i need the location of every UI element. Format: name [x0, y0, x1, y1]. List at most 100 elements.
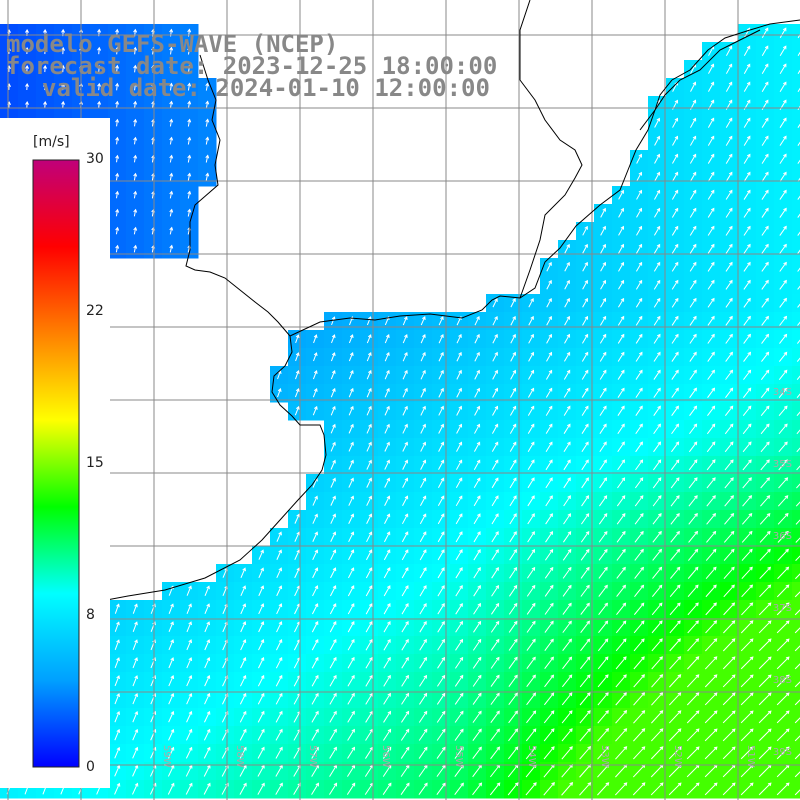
wind-arrow [671, 315, 679, 326]
colorbar-tick-0: 0 [86, 759, 95, 775]
speed-cell [792, 204, 800, 223]
wind-arrow [743, 117, 751, 128]
wind-arrow [761, 81, 769, 92]
speed-cell [792, 42, 800, 61]
lon-label: 55W [453, 745, 464, 768]
wind-arrow [779, 135, 787, 146]
speed-cell [792, 528, 800, 547]
wind-arrow [61, 100, 66, 109]
wind-arrow [133, 154, 138, 163]
wind-arrow [761, 189, 769, 200]
wind-arrow [797, 69, 800, 75]
colorbar-gradient [32, 159, 80, 768]
speed-cell [792, 276, 800, 295]
colorbar-tick-22: 22 [86, 303, 104, 319]
wind-arrow [671, 189, 679, 200]
wind-arrow [97, 46, 102, 55]
speed-cell [792, 186, 800, 205]
wind-arrow [187, 46, 192, 55]
wind-arrow [653, 279, 661, 290]
wind-arrow [115, 190, 120, 199]
wind-arrow [707, 225, 715, 236]
wind-arrow [169, 226, 174, 235]
wind-arrow [133, 46, 138, 55]
wind-arrow [492, 315, 498, 326]
wind-arrow [671, 225, 679, 236]
speed-cell [792, 96, 800, 115]
wind-arrow [115, 64, 120, 73]
wind-arrow [743, 135, 751, 146]
wind-arrow [115, 172, 120, 181]
wind-arrow [618, 225, 625, 236]
wind-arrow [653, 225, 661, 236]
wind-arrow [761, 45, 769, 56]
wind-arrow [653, 261, 661, 272]
wind-arrow [725, 261, 733, 272]
wind-arrow [743, 315, 751, 326]
wind-arrow [600, 279, 607, 290]
wind-arrow [169, 208, 174, 217]
wind-arrow [743, 153, 751, 164]
wind-arrow [779, 117, 787, 128]
speed-cell [792, 726, 800, 745]
wind-arrow [689, 243, 697, 254]
speed-cell [792, 150, 800, 169]
wind-arrow [672, 135, 679, 146]
wind-arrow [743, 279, 751, 290]
lon-label: 58W [234, 745, 245, 768]
wind-arrow [690, 81, 697, 92]
wind-arrow [133, 226, 138, 235]
valid-date: valid date: 2024-01-10 12:00:00 [42, 74, 490, 102]
wind-arrow [25, 83, 30, 91]
wind-arrow [707, 279, 715, 290]
wind-arrow [707, 117, 715, 128]
wind-arrow [313, 334, 318, 344]
wind-arrows [6, 27, 800, 796]
wind-arrow [708, 81, 715, 92]
wind-arrow [761, 315, 769, 326]
wind-arrow [43, 64, 48, 73]
wind-arrow [779, 207, 787, 218]
wind-arrow [115, 136, 120, 145]
wind-arrow [205, 82, 210, 91]
speed-cell [792, 654, 800, 673]
wind-arrow [582, 279, 588, 290]
lon-label: 51W [745, 745, 756, 768]
wind-arrow [295, 334, 300, 344]
wind-arrow [115, 244, 120, 253]
speed-cell [792, 780, 800, 799]
wind-arrow [725, 63, 733, 74]
wind-arrow [743, 207, 751, 218]
wind-arrow [690, 117, 697, 128]
wind-arrow [600, 225, 606, 236]
wind-arrow [636, 207, 643, 218]
wind-arrow [618, 207, 625, 218]
wind-arrow [635, 261, 643, 272]
wind-arrow [133, 208, 138, 217]
wind-arrow [133, 82, 138, 91]
wind-arrow [115, 100, 120, 109]
lat-label: 37S [773, 603, 792, 614]
wind-arrow [689, 135, 697, 146]
wind-arrow [761, 279, 769, 290]
wind-arrow [779, 153, 787, 164]
wind-arrow [205, 118, 210, 127]
wind-arrow [205, 154, 210, 163]
wind-arrow [564, 297, 570, 308]
wind-arrow [725, 225, 733, 236]
wind-arrow [797, 249, 800, 254]
wind-arrow [133, 244, 138, 253]
wind-arrow [43, 100, 48, 109]
wind-arrow [779, 63, 787, 75]
wind-arrow [779, 279, 787, 290]
wind-arrow [582, 225, 588, 236]
wind-arrow [671, 243, 679, 254]
wind-arrow [510, 315, 516, 326]
wind-arrow [779, 297, 787, 308]
wind-arrow [331, 316, 336, 326]
wind-arrow [582, 315, 589, 326]
speed-cell [792, 546, 800, 565]
wind-arrow [582, 297, 588, 308]
wind-arrow [779, 261, 787, 272]
speed-cell [792, 636, 800, 655]
